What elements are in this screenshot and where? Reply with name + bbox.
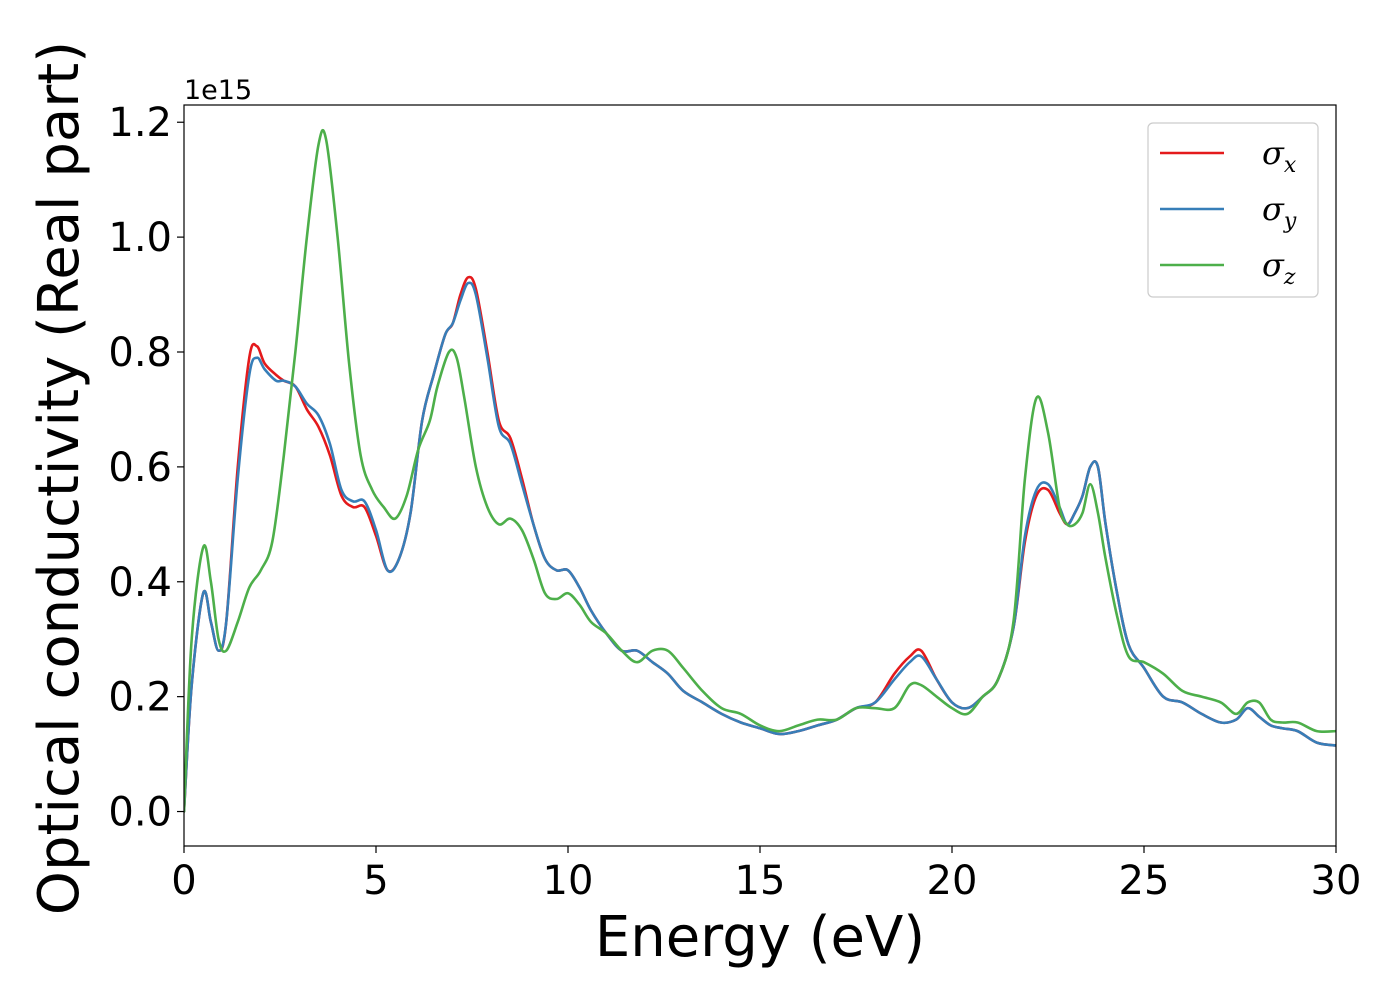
y-tick-label: 0.4: [108, 560, 172, 606]
x-tick-label: 15: [735, 858, 786, 904]
x-tick-label: 5: [363, 858, 388, 904]
y-tick-label: 0.8: [108, 330, 172, 376]
legend-label-z: σz: [1262, 246, 1296, 290]
y-tick-label: 0.6: [108, 445, 172, 491]
x-tick-label: 20: [927, 858, 978, 904]
y-axis-title: Optical conductivity (Real part): [27, 41, 92, 915]
y-tick-label: 0.0: [108, 790, 172, 836]
x-axis: 0 5 10 15 20 25 30: [171, 846, 1361, 904]
x-tick-label: 30: [1311, 858, 1362, 904]
x-axis-title: Energy (eV): [595, 905, 925, 970]
y-offset-label: 1e15: [184, 75, 252, 106]
y-tick-label: 1.0: [108, 215, 172, 261]
x-tick-label: 0: [171, 858, 196, 904]
series-line-x: [184, 275, 1336, 813]
legend-box: [1147, 122, 1319, 298]
series-layer: [184, 128, 1336, 813]
series-line-y: [184, 281, 1336, 813]
y-tick-label: 1.2: [108, 100, 172, 146]
series-line-z: [184, 128, 1336, 813]
y-tick-label: 0.2: [108, 675, 172, 721]
x-tick-label: 25: [1119, 858, 1170, 904]
y-axis: 0.0 0.2 0.4 0.6 0.8 1.0 1.2: [108, 100, 184, 836]
x-tick-label: 10: [543, 858, 594, 904]
